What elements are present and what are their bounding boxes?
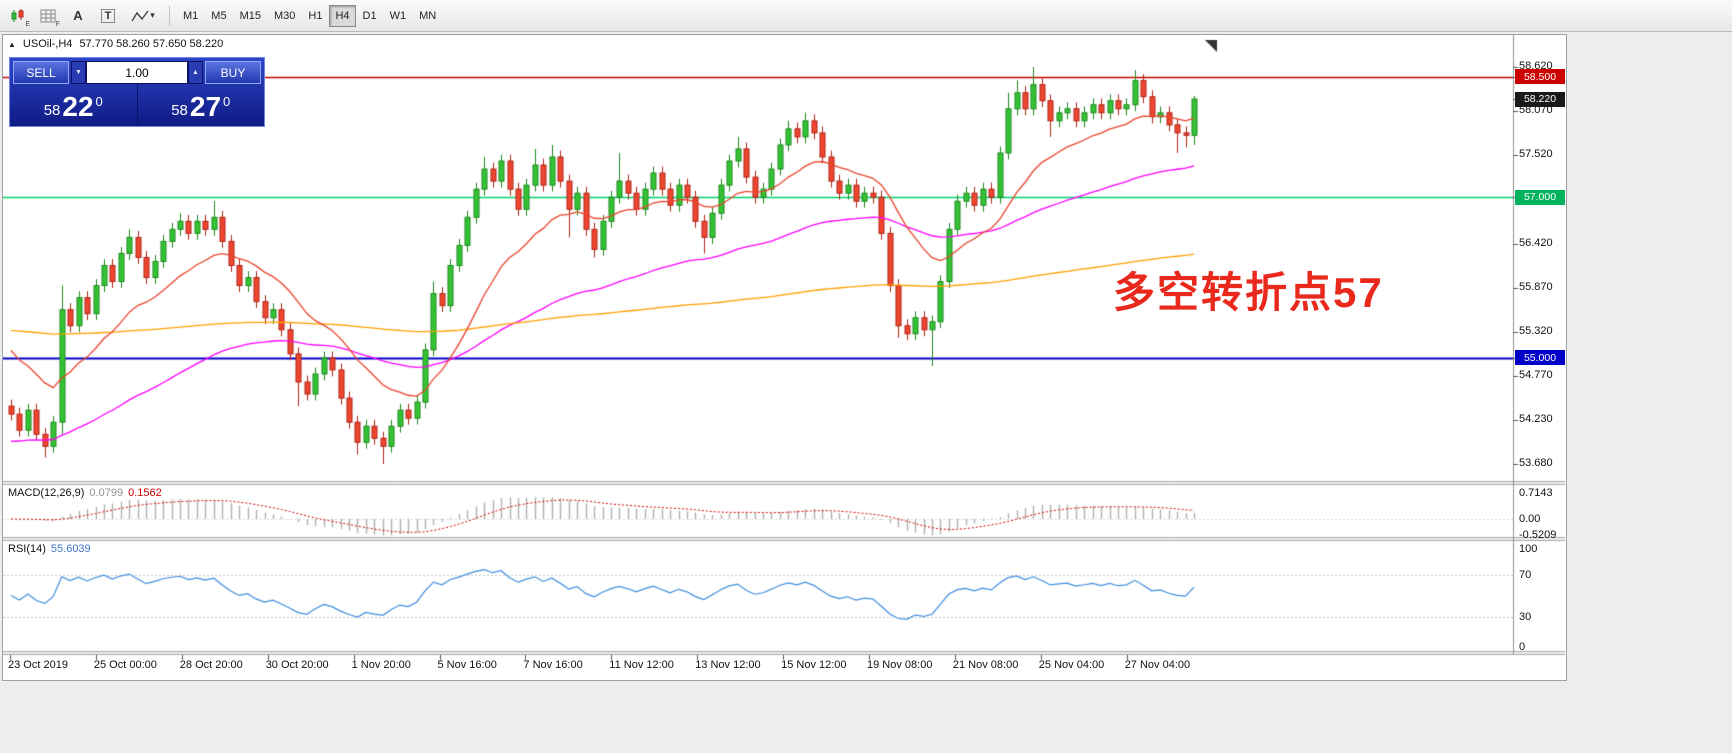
price-axis-label: 58.620 bbox=[1519, 60, 1553, 72]
bid-prefix: 58 bbox=[43, 101, 61, 119]
time-axis-label: 7 Nov 16:00 bbox=[523, 659, 583, 671]
bid-big-digits: 22 bbox=[62, 91, 94, 123]
price-axis-label: 55.320 bbox=[1519, 325, 1553, 338]
timeframe-button-m1[interactable]: M1 bbox=[177, 5, 204, 27]
price-tag: 55.000 bbox=[1515, 350, 1565, 366]
macd-name: MACD(12,26,9) bbox=[8, 487, 85, 499]
time-axis-label: 13 Nov 12:00 bbox=[695, 659, 761, 671]
rsi-axis-label: 30 bbox=[1519, 610, 1532, 623]
timeframe-button-h1[interactable]: H1 bbox=[302, 5, 328, 27]
rsi-axis-label: 70 bbox=[1519, 568, 1532, 581]
time-axis-label: 5 Nov 16:00 bbox=[437, 659, 497, 671]
volume-decrease-button[interactable]: ▼ bbox=[71, 61, 86, 84]
trade-controls-row: SELL ▼ ▲ BUY bbox=[10, 58, 264, 84]
rsi-axis-label: 0 bbox=[1519, 641, 1526, 653]
time-axis-label: 19 Nov 08:00 bbox=[867, 659, 933, 671]
polyline-icon bbox=[131, 10, 149, 21]
rsi-name: RSI(14) bbox=[8, 543, 46, 555]
price-chart-canvas[interactable] bbox=[3, 35, 1566, 680]
macd-signal-value: 0.1562 bbox=[128, 487, 162, 499]
time-axis-label: 25 Nov 04:00 bbox=[1038, 659, 1105, 671]
ask-big-digits: 27 bbox=[189, 91, 222, 123]
text-label-icon: T bbox=[100, 8, 116, 23]
toolbar-separator bbox=[169, 5, 170, 26]
time-axis-label: 11 Nov 12:00 bbox=[609, 659, 674, 671]
sell-button[interactable]: SELL bbox=[13, 61, 69, 84]
chart-icon-subscript: E bbox=[25, 20, 30, 28]
timeframe-button-w1[interactable]: W1 bbox=[384, 5, 413, 27]
volume-input[interactable] bbox=[86, 61, 188, 84]
price-tag: 58.220 bbox=[1515, 91, 1565, 107]
collapse-triangle-icon[interactable]: ▲ bbox=[8, 39, 16, 49]
ask-price: 58 27 0 bbox=[136, 84, 265, 124]
grid-button[interactable]: F bbox=[34, 4, 62, 28]
bid-superscript: 0 bbox=[95, 94, 103, 109]
timeframe-button-m5[interactable]: M5 bbox=[205, 5, 232, 27]
price-tag: 57.000 bbox=[1515, 189, 1565, 205]
text-label-tool-button[interactable]: T bbox=[94, 4, 122, 28]
time-axis-label: 25 Oct 00:00 bbox=[93, 659, 157, 671]
chart-annotation-text[interactable]: 多空转折点57 bbox=[1113, 269, 1384, 316]
polyline-tool-button[interactable]: ▾ bbox=[124, 4, 162, 28]
macd-axis-label: 0.00 bbox=[1519, 513, 1541, 525]
ohlc-values-label: 57.770 58.260 57.650 58.220 bbox=[79, 38, 224, 50]
dropdown-caret-icon: ▾ bbox=[150, 10, 155, 20]
price-axis-label: 57.520 bbox=[1519, 148, 1553, 161]
ask-prefix: 58 bbox=[171, 101, 188, 119]
chart-header: ▲ USOil-,H4 57.770 58.260 57.650 58.220 bbox=[8, 38, 223, 50]
buy-button[interactable]: BUY bbox=[205, 61, 261, 84]
candlestick-chart-icon bbox=[11, 8, 24, 22]
chart-type-button[interactable]: E bbox=[4, 4, 32, 28]
time-axis-label: 23 Oct 2019 bbox=[8, 659, 68, 671]
time-axis-label: 15 Nov 12:00 bbox=[781, 659, 847, 671]
volume-control: ▼ ▲ bbox=[71, 61, 203, 84]
bid-price: 58 22 0 bbox=[10, 84, 137, 124]
time-axis-label: 30 Oct 20:00 bbox=[265, 659, 329, 671]
macd-axis-label: -0.5209 bbox=[1519, 529, 1557, 541]
grid-icon-subscript: F bbox=[55, 20, 60, 28]
price-tag: 58.500 bbox=[1515, 69, 1565, 85]
time-axis-label: 21 Nov 08:00 bbox=[952, 659, 1019, 671]
timeframe-button-h4[interactable]: H4 bbox=[329, 4, 356, 27]
timeframe-button-mn[interactable]: MN bbox=[413, 5, 442, 27]
timeframe-group: M1 M5 M15 M30 H1 H4 D1 W1 MN bbox=[177, 4, 442, 27]
macd-axis-label: 0.7143 bbox=[1519, 487, 1553, 500]
price-axis-label: 58.070 bbox=[1519, 104, 1553, 117]
symbol-timeframe-label: USOil-,H4 bbox=[22, 38, 73, 50]
macd-label: MACD(12,26,9) 0.0799 0.1562 bbox=[8, 487, 162, 499]
rsi-value: 55.6039 bbox=[50, 543, 91, 555]
price-axis-label: 54.770 bbox=[1519, 369, 1553, 382]
timeframe-button-m30[interactable]: M30 bbox=[268, 5, 301, 27]
price-axis-label: 56.420 bbox=[1519, 236, 1553, 249]
macd-main-value: 0.0799 bbox=[89, 487, 124, 499]
rsi-axis-label: 100 bbox=[1519, 543, 1538, 555]
text-tool-button[interactable]: A bbox=[64, 4, 92, 28]
volume-increase-button[interactable]: ▲ bbox=[188, 61, 203, 84]
price-axis-label: 53.680 bbox=[1519, 456, 1553, 469]
timeframe-button-m15[interactable]: M15 bbox=[234, 5, 267, 27]
time-axis-label: 1 Nov 20:00 bbox=[351, 659, 411, 671]
time-axis-label: 28 Oct 20:00 bbox=[179, 659, 243, 671]
grid-icon bbox=[40, 9, 56, 22]
price-axis-label: 55.870 bbox=[1519, 280, 1553, 293]
one-click-trading-panel: SELL ▼ ▲ BUY 58 22 0 58 27 0 bbox=[9, 57, 265, 127]
rsi-label: RSI(14) 55.6039 bbox=[8, 543, 91, 555]
chart-window: ▲ USOil-,H4 57.770 58.260 57.650 58.220 … bbox=[2, 34, 1567, 681]
toolbar: E F A T ▾ M1 M5 M15 M30 H1 H4 D1 W1 MN bbox=[0, 0, 1732, 32]
time-axis-label: 27 Nov 04:00 bbox=[1124, 659, 1191, 671]
price-axis-label: 54.230 bbox=[1519, 412, 1553, 425]
ask-superscript: 0 bbox=[223, 94, 231, 109]
text-a-icon: A bbox=[73, 8, 83, 23]
bid-ask-row: 58 22 0 58 27 0 bbox=[10, 84, 264, 124]
timeframe-button-d1[interactable]: D1 bbox=[357, 5, 383, 27]
